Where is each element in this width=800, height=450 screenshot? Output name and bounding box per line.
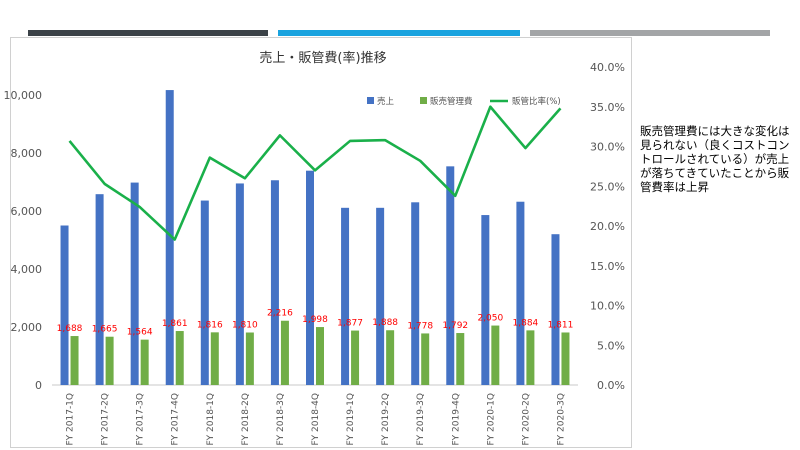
- x-category-label: FY 2019-3Q: [416, 393, 426, 446]
- sga-data-label: 1,810: [232, 321, 258, 331]
- x-category-label: FY 2020-2Q: [521, 393, 531, 446]
- sga-data-label: 1,811: [548, 320, 574, 330]
- sales-bar: [551, 234, 560, 385]
- x-category-label: FY 2019-1Q: [346, 393, 356, 446]
- x-category-label: FY 2018-4Q: [311, 393, 321, 446]
- right-tick-label: 25.0%: [590, 180, 625, 193]
- x-category-label: FY 2018-2Q: [241, 393, 251, 446]
- sales-bar: [306, 170, 314, 385]
- sga-bar: [245, 332, 254, 385]
- right-tick-label: 0.0%: [597, 379, 625, 392]
- sales-bar: [200, 200, 209, 385]
- sga-bar: [105, 336, 114, 385]
- sga-bar: [175, 331, 184, 385]
- right-tick-label: 20.0%: [590, 220, 625, 233]
- legend-swatch: [367, 97, 374, 104]
- right-tick-label: 5.0%: [597, 339, 625, 352]
- left-tick-label: 4,000: [11, 263, 43, 276]
- left-tick-label: 10,000: [4, 89, 43, 102]
- sga-data-label: 1,778: [407, 321, 433, 331]
- right-tick-label: 15.0%: [590, 260, 625, 273]
- x-category-label: FY 2018-3Q: [276, 393, 286, 446]
- sga-data-label: 1,688: [57, 324, 83, 334]
- right-axis: 0.0% 5.0% 10.0% 15.0% 20.0% 25.0% 30.0% 35.0% 40…: [590, 61, 625, 392]
- sga-data-label: 1,884: [513, 318, 539, 328]
- data-labels: 1,688 1,665 1,564 1,861 1,816 1,810 2,216 1,998…: [57, 309, 574, 338]
- sga-bar: [210, 332, 219, 385]
- sales-bar: [60, 225, 69, 385]
- left-tick-label: 0: [35, 379, 42, 392]
- left-tick-label: 2,000: [11, 321, 43, 334]
- sga-data-label: 1,998: [302, 315, 328, 325]
- header-bar-gray: [530, 30, 770, 36]
- sga-bar: [421, 333, 430, 385]
- sga-bar: [351, 330, 360, 385]
- x-category-label: FY 2018-1Q: [206, 393, 216, 446]
- sga-data-label: 1,888: [372, 318, 398, 328]
- sga-bar: [491, 325, 500, 385]
- header-bar-dark: [28, 30, 268, 36]
- sga-data-label: 1,792: [442, 321, 468, 331]
- x-category-label: FY 2020-1Q: [486, 393, 496, 446]
- sga-data-label: 1,564: [127, 328, 153, 338]
- x-category-label: FY 2017-2Q: [101, 393, 111, 446]
- sga-bar: [386, 330, 395, 385]
- bar-series: [60, 90, 570, 385]
- sales-bar: [516, 201, 525, 385]
- left-tick-label: 6,000: [11, 205, 43, 218]
- chart-title: 売上・販管費(率)推移: [259, 50, 386, 66]
- sales-bar: [95, 194, 104, 385]
- left-axis: 0 2,000 4,000 6,000 8,000 10,000: [4, 89, 43, 392]
- x-category-label: FY 2017-3Q: [136, 393, 146, 446]
- sga-data-label: 2,050: [477, 314, 503, 324]
- sga-data-label: 1,861: [162, 319, 188, 329]
- x-category-label: FY 2020-3Q: [556, 393, 566, 446]
- header-bar-blue: [278, 30, 520, 36]
- sales-bar: [235, 183, 244, 385]
- right-tick-label: 40.0%: [590, 61, 625, 74]
- sales-bar: [481, 215, 490, 385]
- right-tick-label: 35.0%: [590, 101, 625, 114]
- right-tick-label: 30.0%: [590, 141, 625, 154]
- sga-data-label: 2,216: [267, 309, 293, 319]
- sales-bar: [270, 180, 279, 385]
- legend-swatch: [420, 97, 427, 104]
- x-category-label: FY 2017-1Q: [66, 393, 76, 446]
- ratio-line-series: [68, 105, 562, 241]
- legend-label: 販売管理費: [430, 96, 473, 107]
- sga-data-label: 1,877: [337, 319, 363, 329]
- x-axis-categories: FY 2017-1Q FY 2017-2Q FY 2017-3Q FY 2017-4Q…: [66, 393, 567, 446]
- sga-data-label: 1,816: [197, 320, 223, 330]
- sales-bar: [446, 166, 455, 385]
- ratio-line: [68, 105, 562, 241]
- x-category-label: FY 2019-2Q: [381, 393, 391, 446]
- sga-bar: [280, 320, 289, 385]
- sga-bar: [70, 336, 79, 385]
- legend-label: 販管比率(%): [512, 96, 561, 107]
- right-tick-label: 10.0%: [590, 300, 625, 313]
- sales-bar: [411, 202, 420, 385]
- left-tick-label: 8,000: [11, 147, 43, 160]
- sales-bar: [341, 207, 350, 385]
- sga-bar: [456, 333, 465, 385]
- sga-data-label: 1,665: [92, 325, 118, 335]
- sales-bar: [165, 90, 174, 385]
- sga-bar: [316, 327, 324, 385]
- sga-bar: [526, 330, 535, 385]
- x-category-label: FY 2019-4Q: [451, 393, 461, 446]
- sga-bar: [140, 339, 149, 385]
- sga-bar: [561, 332, 570, 385]
- x-category-label: FY 2017-4Q: [171, 393, 181, 446]
- legend: 売上 販売管理費 販管比率(%): [367, 96, 561, 107]
- legend-label: 売上: [377, 96, 395, 107]
- sales-bar: [376, 207, 385, 385]
- sales-bar: [130, 182, 139, 385]
- note-text: 販売管理費には大きな変化は見られない（良くコストコントロールされている）が売上が…: [640, 124, 790, 194]
